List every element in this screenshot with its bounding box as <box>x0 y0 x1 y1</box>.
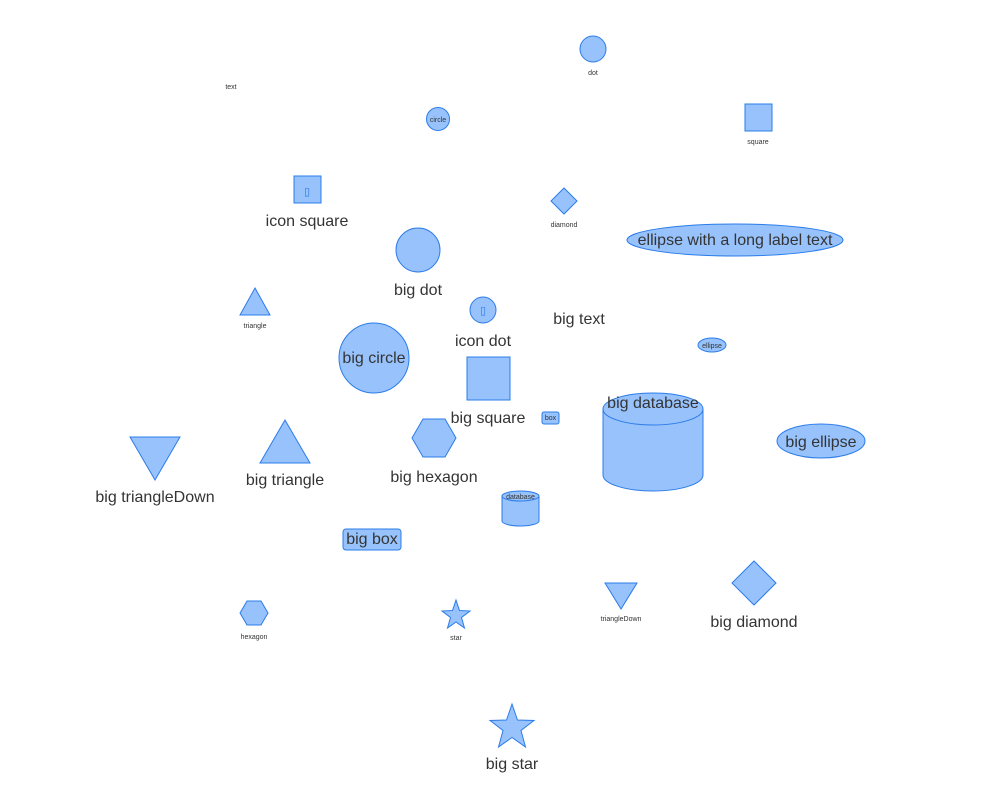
node-star[interactable]: star <box>440 598 472 642</box>
node-label: big text <box>553 311 605 328</box>
node-label: triangleDown <box>601 616 642 623</box>
node-label: big dot <box>394 282 443 299</box>
node-label: triangle <box>244 323 267 330</box>
node-big-triangle-down[interactable]: big triangleDown <box>95 436 215 506</box>
node-circle[interactable]: circle <box>426 107 450 131</box>
node-label: text <box>225 84 236 91</box>
node-label: big diamond <box>710 614 797 631</box>
node-diamond[interactable]: diamond <box>550 187 578 229</box>
node-big-ellipse[interactable]: big ellipse <box>776 423 866 459</box>
node-label: big triangleDown <box>95 489 214 506</box>
node-label: big ellipse <box>785 434 856 451</box>
node-label: circle <box>430 117 446 124</box>
node-text[interactable]: text <box>225 84 236 91</box>
node-label: icon square <box>266 213 349 230</box>
node-big-database[interactable]: big database <box>602 392 704 492</box>
node-big-dot[interactable]: big dot <box>394 227 443 299</box>
node-big-circle[interactable]: big circle <box>338 322 410 394</box>
node-database[interactable]: database <box>501 490 540 527</box>
node-label: hexagon <box>241 634 268 641</box>
node-label: square <box>747 139 769 146</box>
node-ellipse-long[interactable]: ellipse with a long label text <box>626 223 844 257</box>
missing-glyph-icon: ▯ <box>480 304 486 317</box>
node-icon-square[interactable]: ▯ icon square <box>266 175 349 230</box>
node-label: star <box>450 635 462 642</box>
node-label: big circle <box>342 350 405 367</box>
node-label: big triangle <box>246 472 324 489</box>
node-label: big database <box>607 395 699 412</box>
node-label: big star <box>486 756 539 773</box>
node-label: dot <box>588 70 598 77</box>
node-icon-dot[interactable]: ▯ icon dot <box>455 296 512 350</box>
node-label: big square <box>451 410 526 427</box>
node-box[interactable]: box <box>541 411 560 425</box>
node-label: box <box>545 415 557 422</box>
node-triangle[interactable]: triangle <box>239 286 271 330</box>
node-label: database <box>506 494 535 501</box>
missing-glyph-icon: ▯ <box>304 185 310 198</box>
node-triangle-down[interactable]: triangleDown <box>601 582 642 623</box>
node-big-box[interactable]: big box <box>342 528 402 551</box>
node-dot[interactable]: dot <box>579 35 607 77</box>
node-big-hexagon[interactable]: big hexagon <box>390 418 478 486</box>
node-square[interactable]: square <box>744 103 773 146</box>
node-big-text[interactable]: big text <box>553 311 605 328</box>
node-big-star[interactable]: big star <box>486 702 539 773</box>
node-big-triangle[interactable]: big triangle <box>246 419 324 489</box>
node-hexagon[interactable]: hexagon <box>239 600 269 641</box>
node-big-diamond[interactable]: big diamond <box>710 560 798 631</box>
node-label: icon dot <box>455 333 512 350</box>
node-big-square[interactable]: big square <box>451 356 526 427</box>
node-label: big box <box>346 531 398 548</box>
node-ellipse[interactable]: ellipse <box>697 337 727 353</box>
node-label: big hexagon <box>390 469 477 486</box>
node-label: diamond <box>551 222 578 229</box>
node-label: ellipse <box>702 343 722 350</box>
node-label: ellipse with a long label text <box>638 232 833 249</box>
